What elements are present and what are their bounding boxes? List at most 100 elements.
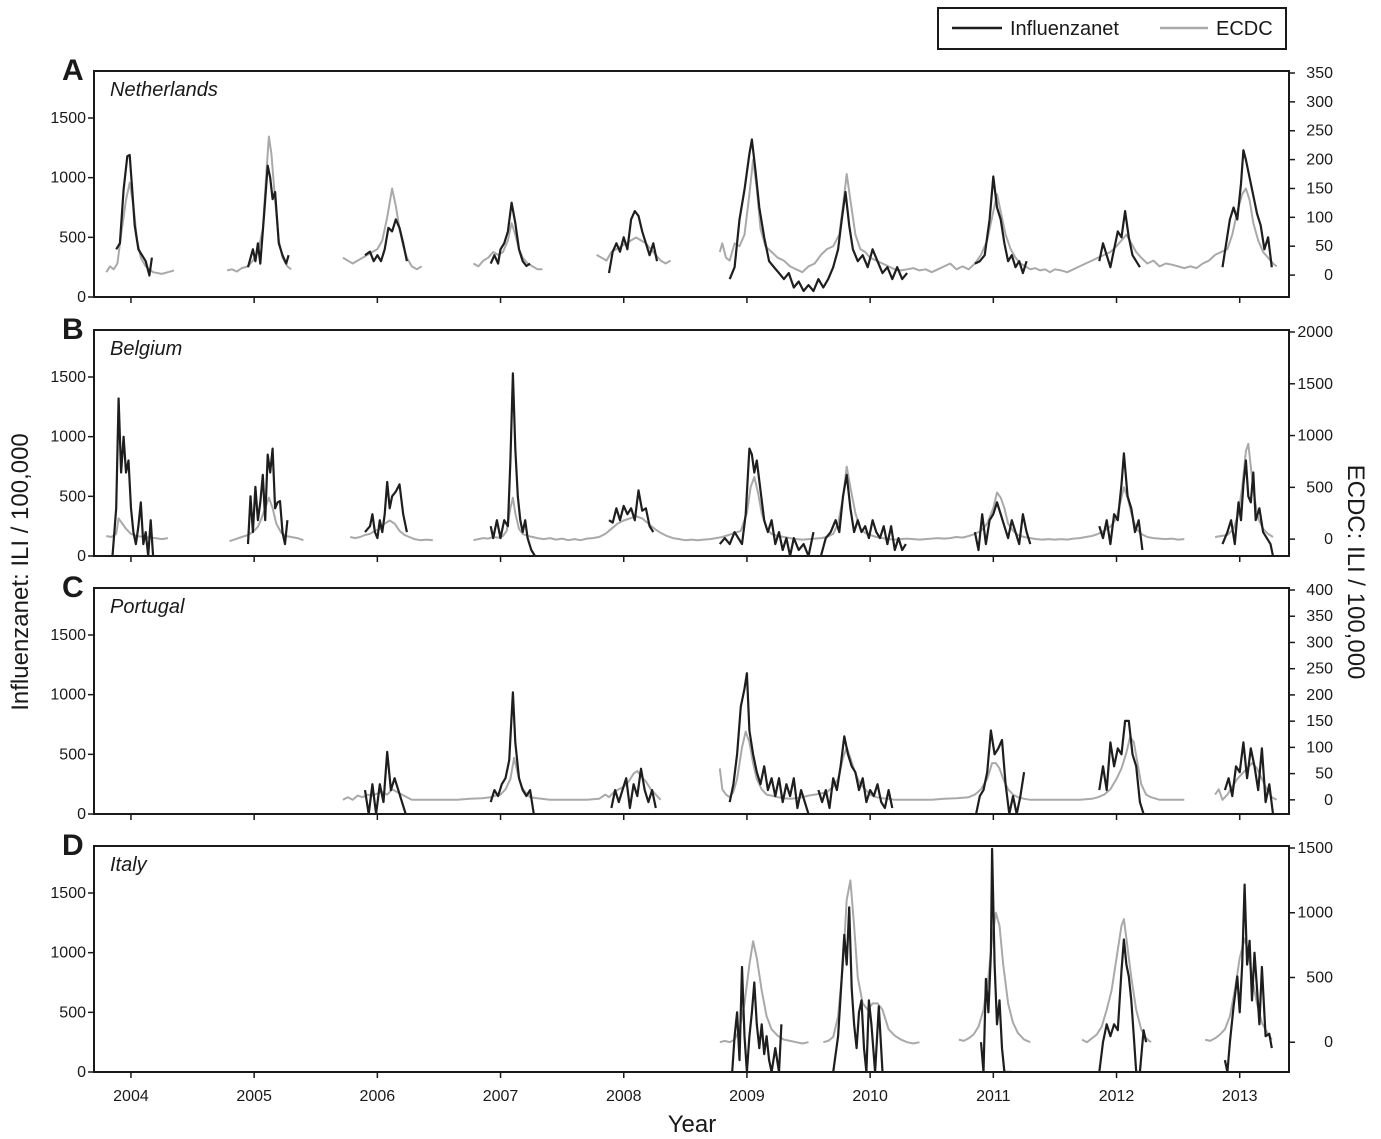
left-tick-label-a: 0 xyxy=(77,289,86,306)
panel-d: D Italy 0 500 1000 1500 0 500 1000 1500 2004 2005 20… xyxy=(50,829,1333,1105)
right-tick-label-b: 1500 xyxy=(1297,376,1333,393)
series-influenzanet-a xyxy=(115,138,1273,293)
left-tick-label-b: 1000 xyxy=(50,429,86,446)
right-tick-label-c: 100 xyxy=(1306,739,1333,756)
line-ecdc-c xyxy=(1214,762,1278,801)
panel-country-c: Portugal xyxy=(110,596,185,618)
right-tick-label-a: 200 xyxy=(1306,152,1333,169)
right-tick-label-c: 250 xyxy=(1306,661,1333,678)
left-tick-label-c: 0 xyxy=(77,806,86,823)
right-tick-label-a: 0 xyxy=(1324,267,1333,284)
line-influenzanet-a xyxy=(1221,149,1273,268)
line-influenzanet-c xyxy=(610,767,657,810)
left-tick-label-c: 1500 xyxy=(50,627,86,644)
line-influenzanet-b xyxy=(1098,452,1144,551)
line-ecdc-b xyxy=(106,517,169,541)
line-ecdc-a xyxy=(472,222,543,271)
line-ecdc-a xyxy=(342,187,423,271)
left-tick-label-d: 1500 xyxy=(50,885,86,902)
line-influenzanet-d xyxy=(1223,883,1273,1072)
line-ecdc-b xyxy=(349,519,433,542)
left-tick-label-a: 1500 xyxy=(50,110,86,127)
line-ecdc-a xyxy=(105,181,175,275)
line-ecdc-d xyxy=(1081,918,1152,1044)
right-tick-label-a: 250 xyxy=(1306,123,1333,140)
line-ecdc-a xyxy=(596,236,672,265)
y-right-axis-title: ECDC: ILI / 100,000 xyxy=(1342,465,1369,680)
line-influenzanet-b xyxy=(246,447,289,546)
right-tick-label-b: 2000 xyxy=(1297,324,1333,341)
x-tick-label: 2009 xyxy=(729,1088,765,1105)
right-tick-label-d: 1000 xyxy=(1297,905,1333,922)
line-ecdc-c xyxy=(718,730,1185,801)
legend-label-ecdc: ECDC xyxy=(1216,18,1273,40)
x-tick-label: 2012 xyxy=(1099,1088,1135,1105)
y-left-axis-title: Influenzanet: ILI / 100,000 xyxy=(7,433,34,711)
series-influenzanet-b xyxy=(111,372,1275,556)
panel-frame-c xyxy=(93,587,1290,815)
line-ecdc-d xyxy=(719,940,809,1045)
right-tick-label-c: 50 xyxy=(1315,766,1333,783)
x-tick-label: 2013 xyxy=(1222,1088,1258,1105)
line-influenzanet-c xyxy=(728,672,810,814)
line-influenzanet-c xyxy=(817,735,894,810)
x-tick-label: 2006 xyxy=(360,1088,396,1105)
x-tick-label: 2004 xyxy=(113,1088,149,1105)
series-influenzanet-d xyxy=(731,847,1273,1072)
right-tick-label-c: 300 xyxy=(1306,634,1333,651)
panel-letter-a: A xyxy=(62,54,84,87)
right-tick-label-d: 0 xyxy=(1324,1034,1333,1051)
line-ecdc-b xyxy=(229,496,304,543)
line-influenzanet-c xyxy=(363,750,407,814)
right-tick-label-a: 100 xyxy=(1306,209,1333,226)
line-influenzanet-a xyxy=(1098,210,1141,269)
panel-letter-c: C xyxy=(62,571,84,604)
left-tick-label-d: 0 xyxy=(77,1064,86,1081)
line-influenzanet-b xyxy=(819,473,907,556)
left-tick-label-c: 500 xyxy=(59,746,86,763)
series-influenzanet-c xyxy=(363,672,1275,814)
left-tick-label-d: 1000 xyxy=(50,945,86,962)
panels: ANetherlands0500100015000501001502002503… xyxy=(50,54,1333,1105)
right-tick-label-c: 400 xyxy=(1306,582,1333,599)
line-influenzanet-c xyxy=(975,729,1026,814)
line-influenzanet-a xyxy=(115,153,153,277)
legend-label-influenzanet: Influenzanet xyxy=(1010,18,1119,40)
right-tick-label-a: 150 xyxy=(1306,180,1333,197)
panel-country-a: Netherlands xyxy=(110,79,218,101)
line-ecdc-a xyxy=(718,158,1278,274)
line-influenzanet-d xyxy=(832,906,884,1072)
left-tick-label-b: 500 xyxy=(59,488,86,505)
right-tick-label-c: 350 xyxy=(1306,608,1333,625)
right-tick-label-d: 1500 xyxy=(1297,840,1333,857)
line-influenzanet-b xyxy=(1221,459,1275,556)
line-influenzanet-b xyxy=(364,480,408,540)
panel-a: A Netherlands 0 500 1000 1500 0 50 100 150 200 250 3… xyxy=(50,54,1333,306)
line-influenzanet-b xyxy=(608,489,655,533)
line-influenzanet-c xyxy=(1098,719,1145,814)
line-influenzanet-a xyxy=(364,218,408,263)
panel-b: B Belgium 0 500 1000 1500 0 500 1000 1500 2000 xyxy=(50,313,1333,565)
line-influenzanet-a xyxy=(246,164,290,268)
line-influenzanet-b xyxy=(489,372,536,556)
right-tick-label-c: 150 xyxy=(1306,713,1333,730)
right-tick-label-a: 350 xyxy=(1306,65,1333,82)
x-tick-label: 2011 xyxy=(976,1088,1011,1105)
left-tick-label-b: 0 xyxy=(77,548,86,565)
panel-frame-a xyxy=(93,70,1290,298)
line-influenzanet-d xyxy=(979,847,1012,1072)
line-influenzanet-d xyxy=(1098,938,1148,1072)
panel-country-d: Italy xyxy=(110,854,148,876)
line-influenzanet-b xyxy=(111,397,155,556)
panel-frame-b xyxy=(93,329,1290,557)
x-tick-label: 2008 xyxy=(606,1088,642,1105)
line-influenzanet-a xyxy=(489,201,531,268)
x-axis-title: Year xyxy=(668,1111,717,1134)
x-tick-label: 2007 xyxy=(483,1088,519,1105)
left-tick-label-d: 500 xyxy=(59,1004,86,1021)
line-influenzanet-a xyxy=(974,175,1028,275)
left-tick-label-a: 500 xyxy=(59,229,86,246)
right-tick-label-d: 500 xyxy=(1306,969,1333,986)
